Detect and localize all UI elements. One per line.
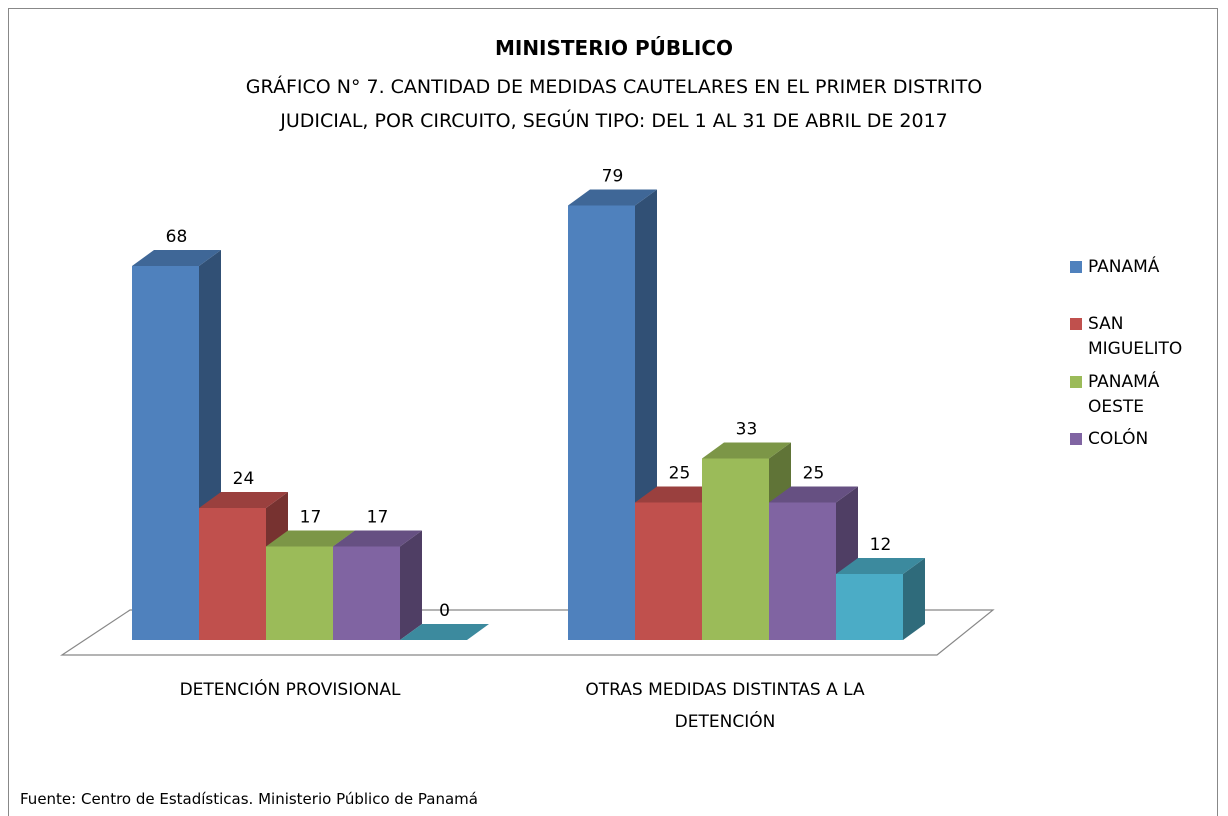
bar-front xyxy=(836,574,903,640)
data-label: 0 xyxy=(439,601,450,621)
bar-front xyxy=(132,266,199,640)
bar-front xyxy=(702,458,769,640)
source-note: Fuente: Centro de Estadísticas. Minister… xyxy=(20,790,478,808)
bar xyxy=(400,624,489,640)
legend-swatch xyxy=(1070,433,1082,445)
legend-label: PANAMÁ OESTE xyxy=(1088,372,1160,417)
bar-front xyxy=(635,502,702,640)
chart-frame xyxy=(8,8,1218,816)
bar-front xyxy=(199,508,266,640)
x-tick-label: DETENCIÓN PROVISIONAL xyxy=(179,680,401,700)
bar-top xyxy=(635,486,724,503)
x-tick-label: OTRAS MEDIDAS DISTINTAS A LA DETENCIÓN xyxy=(585,680,865,732)
legend-label: COLÓN xyxy=(1088,429,1149,449)
bar-top xyxy=(568,189,657,206)
data-label: 24 xyxy=(233,469,255,489)
bar-top xyxy=(266,530,355,547)
legend-swatch xyxy=(1070,376,1082,388)
legend-swatch xyxy=(1070,318,1082,330)
bar-top xyxy=(836,558,925,574)
legend-swatch xyxy=(1070,261,1082,273)
bar-front xyxy=(769,502,836,640)
legend-label: SAN MIGUELITO xyxy=(1088,314,1183,359)
bar-side xyxy=(400,530,422,640)
data-label: 25 xyxy=(803,464,825,484)
bar-top xyxy=(333,530,422,547)
data-label: 33 xyxy=(736,420,758,440)
chart-title: MINISTERIO PÚBLICO xyxy=(494,36,734,60)
bar xyxy=(836,558,925,640)
legend-label: PANAMÁ xyxy=(1088,257,1160,277)
bar-top xyxy=(132,250,221,266)
chart-subtitle: JUDICIAL, POR CIRCUITO, SEGÚN TIPO: DEL … xyxy=(280,110,948,132)
data-label: 12 xyxy=(870,535,892,555)
bar-front xyxy=(568,205,635,640)
bar-side xyxy=(903,558,925,640)
bar-front xyxy=(266,546,333,640)
bar-top xyxy=(702,442,791,459)
bar-top xyxy=(199,492,288,508)
bar-front xyxy=(333,546,400,640)
bar xyxy=(333,530,422,640)
bar-top xyxy=(400,624,489,640)
data-label: 79 xyxy=(602,167,624,187)
data-label: 17 xyxy=(367,508,389,528)
data-label: 17 xyxy=(300,508,322,528)
data-label: 68 xyxy=(166,227,188,247)
data-label: 25 xyxy=(669,464,691,484)
chart-subtitle: GRÁFICO N° 7. CANTIDAD DE MEDIDAS CAUTEL… xyxy=(245,76,983,98)
bar-top xyxy=(769,486,858,503)
